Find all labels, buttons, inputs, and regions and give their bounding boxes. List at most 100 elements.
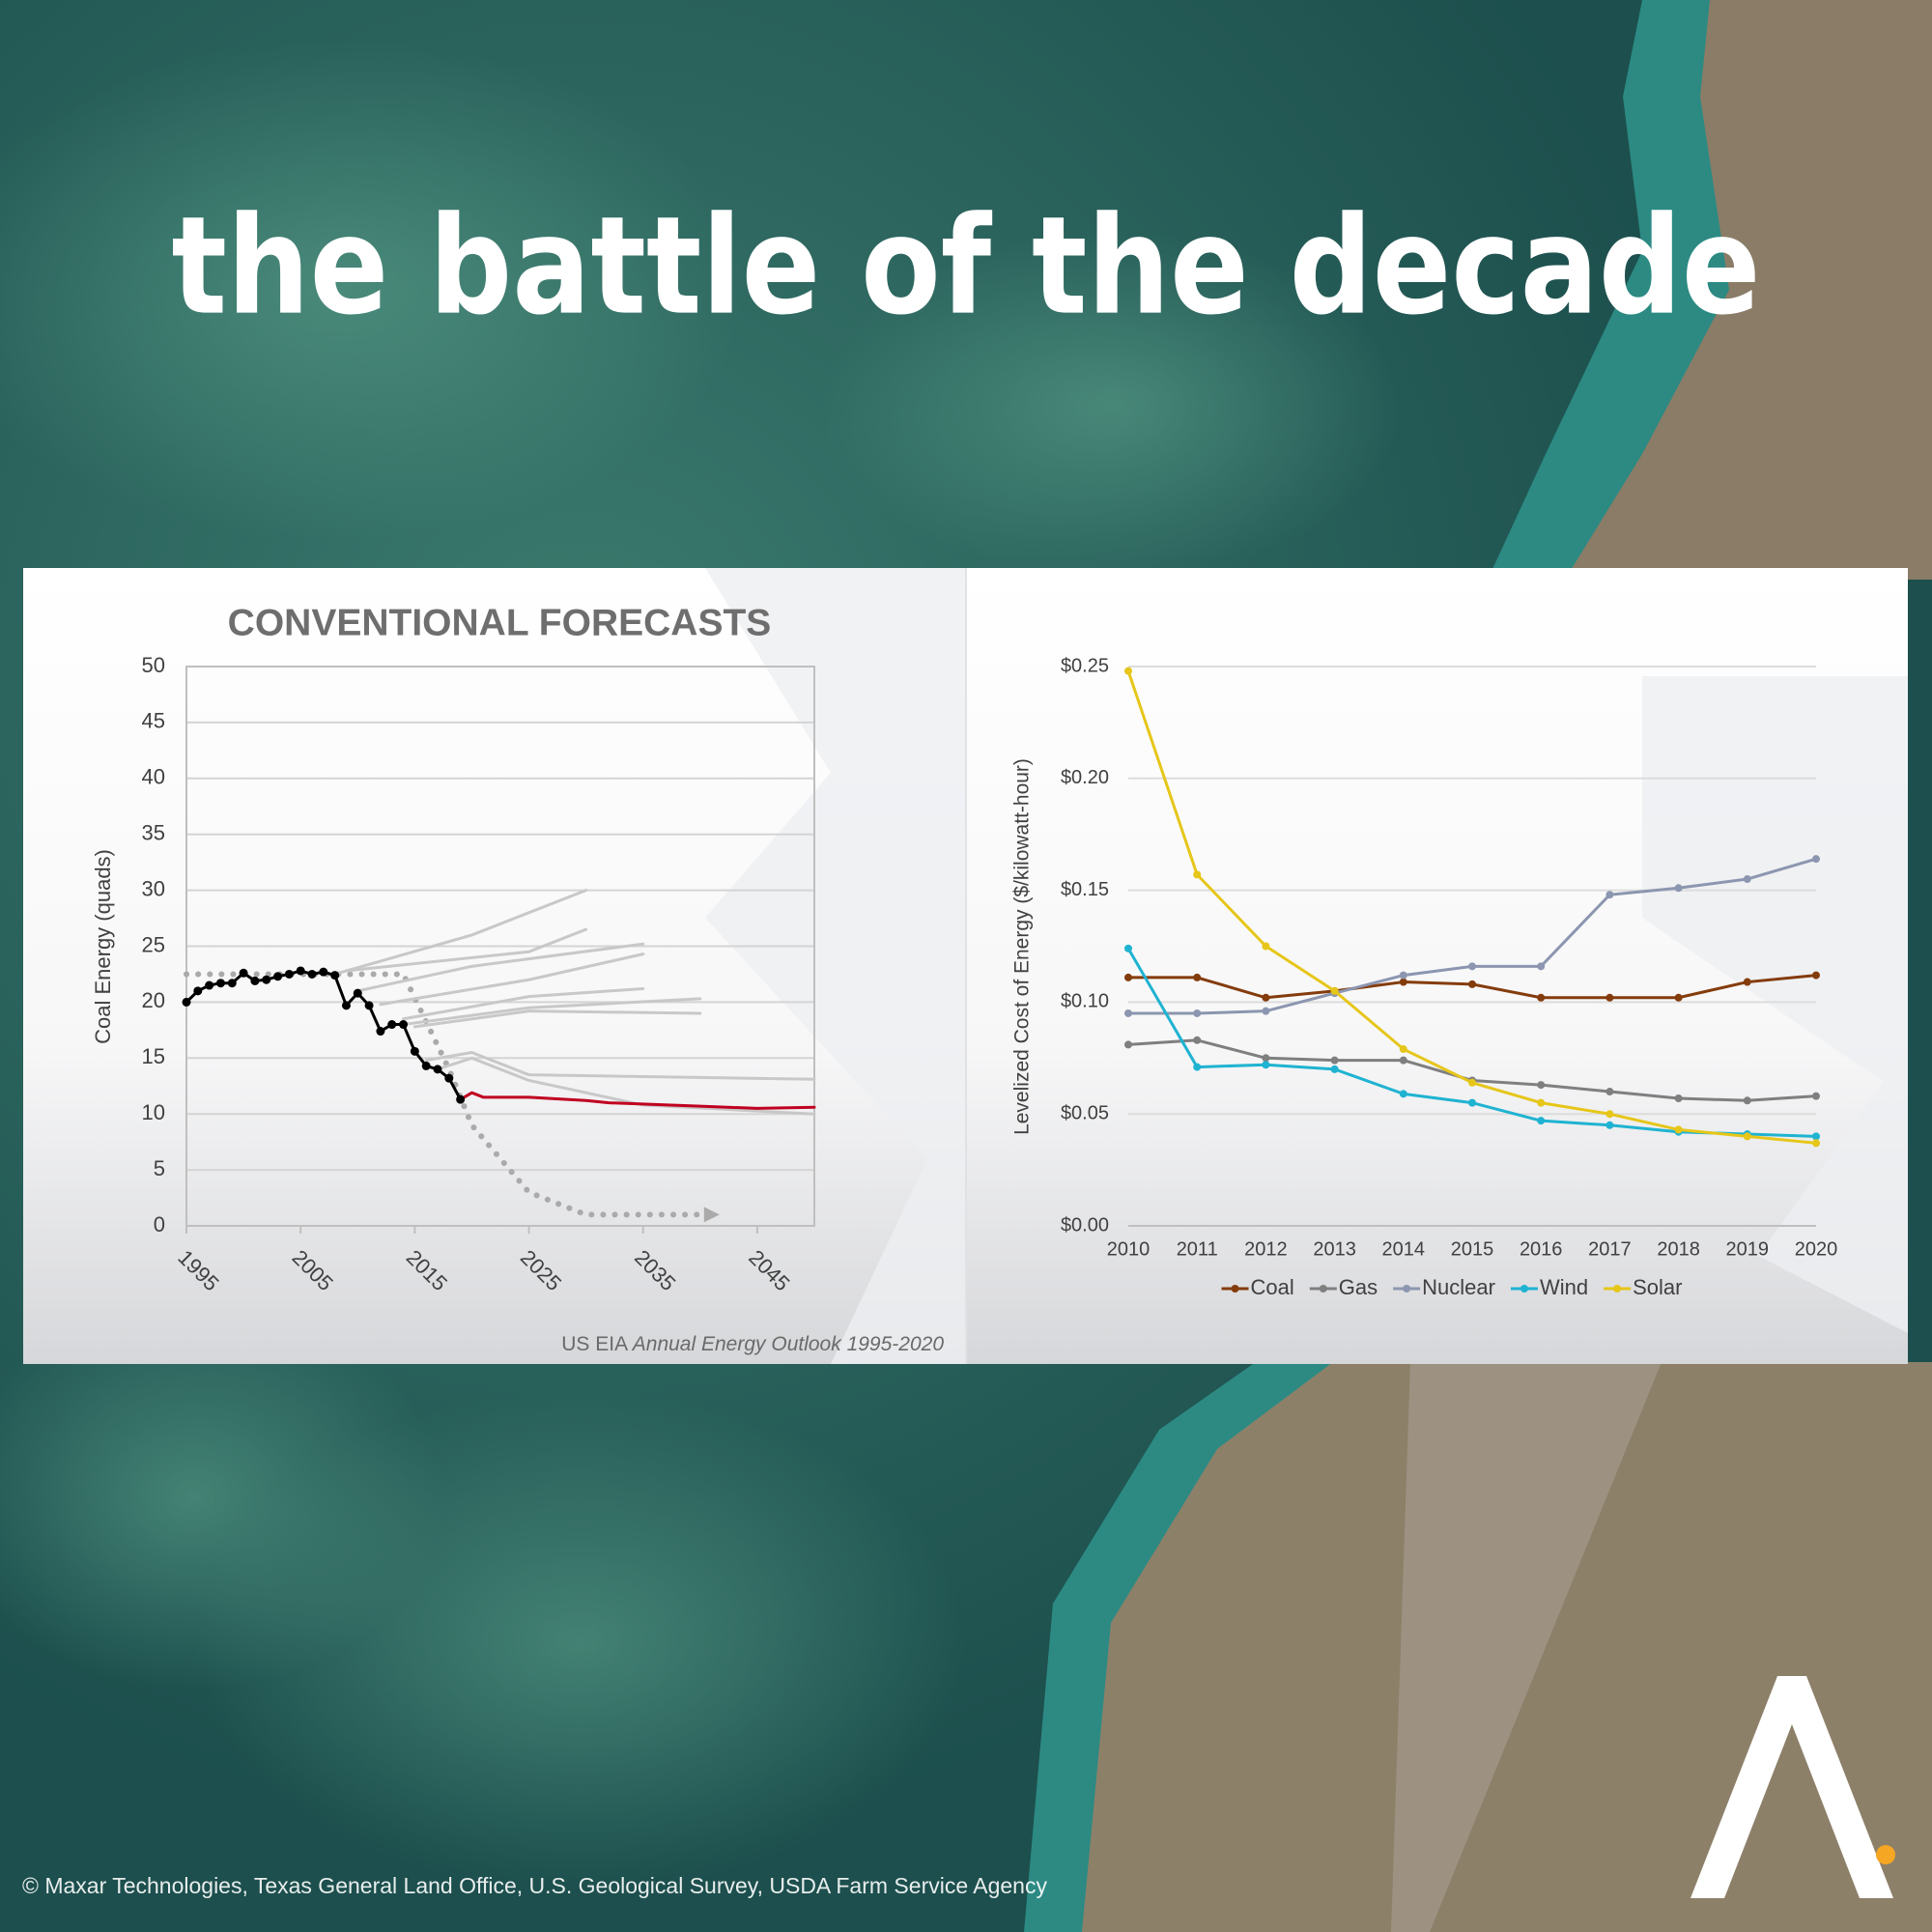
- chart-panel: [23, 568, 1908, 1364]
- x-tick-label: 2010: [1107, 1238, 1151, 1260]
- logo: [1690, 1676, 1895, 1898]
- y-tick-label: 5: [154, 1156, 165, 1180]
- series-marker: [1812, 1132, 1820, 1141]
- series-marker: [1537, 962, 1546, 971]
- series-marker: [1399, 971, 1407, 980]
- y-axis-label: Coal Energy (quads): [91, 849, 115, 1044]
- series-marker: [1537, 1117, 1546, 1125]
- series-marker: [1124, 944, 1132, 952]
- series-marker: [433, 1065, 442, 1074]
- series-marker: [1468, 1098, 1476, 1107]
- x-tick-label: 2017: [1588, 1238, 1632, 1260]
- series-marker: [1468, 1078, 1476, 1087]
- legend-marker: [1403, 1285, 1411, 1293]
- series-marker: [1330, 986, 1339, 995]
- series-marker: [421, 1061, 431, 1070]
- series-marker: [1743, 1096, 1751, 1105]
- series-marker: [1193, 870, 1202, 879]
- series-marker: [1124, 1009, 1132, 1017]
- series-marker: [1537, 993, 1546, 1002]
- series-marker: [193, 986, 203, 996]
- series-line: [333, 889, 588, 976]
- y-tick-label: $0.15: [1061, 879, 1109, 900]
- y-tick-label: $0.20: [1061, 767, 1109, 788]
- y-tick-label: 25: [142, 932, 165, 956]
- series-marker: [227, 979, 237, 988]
- series-marker: [1605, 993, 1614, 1002]
- x-tick-label: 2019: [1726, 1238, 1770, 1260]
- y-tick-label: 40: [142, 765, 165, 789]
- series-line: [436, 1056, 816, 1116]
- legend-label: Gas: [1339, 1275, 1378, 1299]
- y-tick-label: 20: [142, 988, 165, 1012]
- y-tick-label: 15: [142, 1044, 165, 1068]
- x-tick-label: 2014: [1382, 1238, 1426, 1260]
- y-tick-label: 0: [154, 1212, 165, 1236]
- series-marker: [205, 980, 214, 990]
- series-marker: [182, 997, 191, 1007]
- series-marker: [456, 1094, 466, 1104]
- y-tick-label: $0.00: [1061, 1214, 1109, 1236]
- source: US EIA: [561, 1333, 628, 1355]
- series-marker: [1330, 1056, 1339, 1065]
- series-marker: [387, 1020, 397, 1030]
- y-tick-label: 45: [142, 709, 165, 733]
- legend-marker: [1231, 1285, 1239, 1293]
- series-marker: [1468, 962, 1476, 971]
- series-marker: [376, 1027, 385, 1037]
- series-marker: [262, 975, 271, 984]
- source-title: Annual Energy Outlook 1995-2020: [631, 1333, 945, 1355]
- y-tick-label: $0.25: [1061, 655, 1109, 676]
- series-marker: [1605, 1088, 1614, 1096]
- series-line: [344, 927, 588, 973]
- series-marker: [284, 969, 294, 979]
- series-marker: [1399, 1056, 1407, 1065]
- series-marker: [273, 972, 283, 981]
- series-marker: [341, 1001, 351, 1010]
- series-marker: [1262, 942, 1270, 951]
- series-marker: [215, 979, 225, 988]
- x-tick-label: 2015: [1451, 1238, 1494, 1260]
- series-marker: [1262, 1061, 1270, 1069]
- series-marker: [296, 966, 305, 976]
- series-marker: [1193, 1063, 1202, 1071]
- series-line: [424, 1051, 816, 1081]
- y-tick-label: $0.10: [1061, 991, 1109, 1012]
- series-marker: [1399, 978, 1407, 986]
- series-marker: [410, 1046, 419, 1056]
- series-marker: [1605, 1121, 1614, 1129]
- series-line: [412, 1009, 702, 1029]
- series-marker: [250, 976, 260, 985]
- series-marker: [1193, 1036, 1202, 1044]
- y-axis-label: Levelized Cost of Energy ($/kilowatt-hou…: [1011, 758, 1034, 1135]
- series-marker: [1193, 973, 1202, 981]
- series-line: [402, 997, 702, 1027]
- series-marker: [1674, 1094, 1683, 1102]
- series-marker: [1124, 973, 1132, 981]
- series-marker: [1674, 884, 1683, 893]
- arrow-head: [703, 1207, 720, 1223]
- series-marker: [239, 968, 248, 978]
- x-tick-label: 2011: [1177, 1238, 1218, 1260]
- series-marker: [444, 1073, 454, 1083]
- series-marker: [1124, 667, 1132, 675]
- series-marker: [1330, 1065, 1339, 1073]
- series-marker: [1674, 993, 1683, 1002]
- chart-title: CONVENTIONAL FORECASTS: [228, 602, 772, 643]
- series-marker: [399, 1020, 409, 1030]
- source-note: US EIA Annual Energy Outlook 1995-2020: [561, 1333, 944, 1355]
- series-marker: [1262, 1007, 1270, 1015]
- series-marker: [1674, 1125, 1683, 1134]
- series-marker: [1812, 855, 1820, 864]
- series-line: [379, 952, 645, 1007]
- series-marker: [1262, 1054, 1270, 1063]
- series-marker: [1399, 1045, 1407, 1054]
- series-marker: [1743, 978, 1751, 986]
- series-marker: [1537, 1081, 1546, 1090]
- legend-label: Nuclear: [1422, 1275, 1495, 1299]
- y-tick-label: 50: [142, 653, 165, 677]
- series-marker: [319, 967, 328, 977]
- series-marker: [1605, 891, 1614, 899]
